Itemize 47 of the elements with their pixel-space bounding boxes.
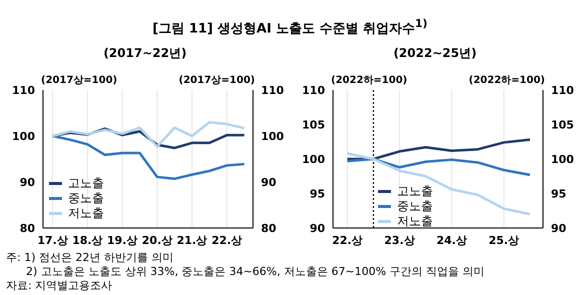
y-axis-title: (2022하=100) [331, 74, 408, 87]
y2-tick-label: 110 [551, 84, 574, 97]
x-tick-label: 19.상 [107, 234, 138, 247]
chart-subtitle: (2022~25년) [392, 45, 478, 62]
x-tick-label: 25.상 [488, 234, 520, 247]
y2-tick-label: 100 [261, 130, 284, 143]
x-tick-label: 23.상 [384, 234, 415, 247]
legend-label: 저노출 [68, 206, 104, 221]
line-series [346, 158, 532, 176]
y2-tick-label: 90 [261, 176, 277, 189]
x-tick-label: 22.상 [212, 234, 242, 247]
y2-axis-title: (2022하=100) [468, 74, 545, 87]
y-tick-label: 80 [20, 222, 36, 235]
text: [그림 11] 생성형AI 노출도 수준별 취업자수$^{1)}$ [152, 17, 428, 38]
y2-tick-label: 110 [261, 84, 284, 97]
y-axis-title: (2017상=100) [41, 74, 118, 87]
x-tick-label: 20.상 [142, 234, 172, 247]
y2-tick-label: 90 [551, 222, 567, 235]
y-tick-label: 90 [310, 222, 326, 235]
x-tick-label: 17.상 [37, 234, 68, 247]
y2-axis-title: (2017상=100) [178, 74, 255, 87]
x-tick-label: 24.상 [436, 234, 467, 247]
y2-tick-label: 100 [551, 152, 574, 166]
y2-tick-label: 95 [551, 187, 566, 200]
y2-tick-label: 80 [261, 222, 277, 235]
y-tick-label: 95 [310, 187, 325, 200]
x-tick-label: 21.상 [176, 234, 208, 247]
y-tick-label: 90 [20, 176, 36, 189]
x-tick-label: 22.상 [332, 234, 363, 247]
legend-label: 고노출 [397, 184, 433, 199]
y-tick-label: 100 [12, 130, 36, 143]
legend-label: 중노출 [68, 191, 104, 206]
legend-label: 저노출 [397, 214, 433, 229]
line-series [51, 120, 246, 148]
y2-tick-label: 105 [551, 118, 574, 132]
y-tick-label: 100 [302, 152, 326, 166]
legend-label: 중노출 [397, 199, 433, 214]
y-tick-label: 110 [302, 84, 326, 97]
text: 주: 1) 점선은 22년 하반기를 의미 [6, 251, 174, 265]
line-series [346, 152, 532, 216]
text: 2) 고노출은 노출도 상위 33%, 중노출은 34~66%, 저노출은 67~100% 구간의 직업을 의미 [25, 265, 485, 279]
y-tick-label: 110 [12, 84, 36, 97]
x-tick-label: 18.상 [72, 234, 103, 247]
legend-label: 고노출 [68, 176, 104, 191]
y-tick-label: 105 [302, 118, 325, 132]
chart-subtitle: (2017~22년) [102, 45, 188, 62]
text: 자료: 지역별고용조사 [6, 279, 114, 293]
